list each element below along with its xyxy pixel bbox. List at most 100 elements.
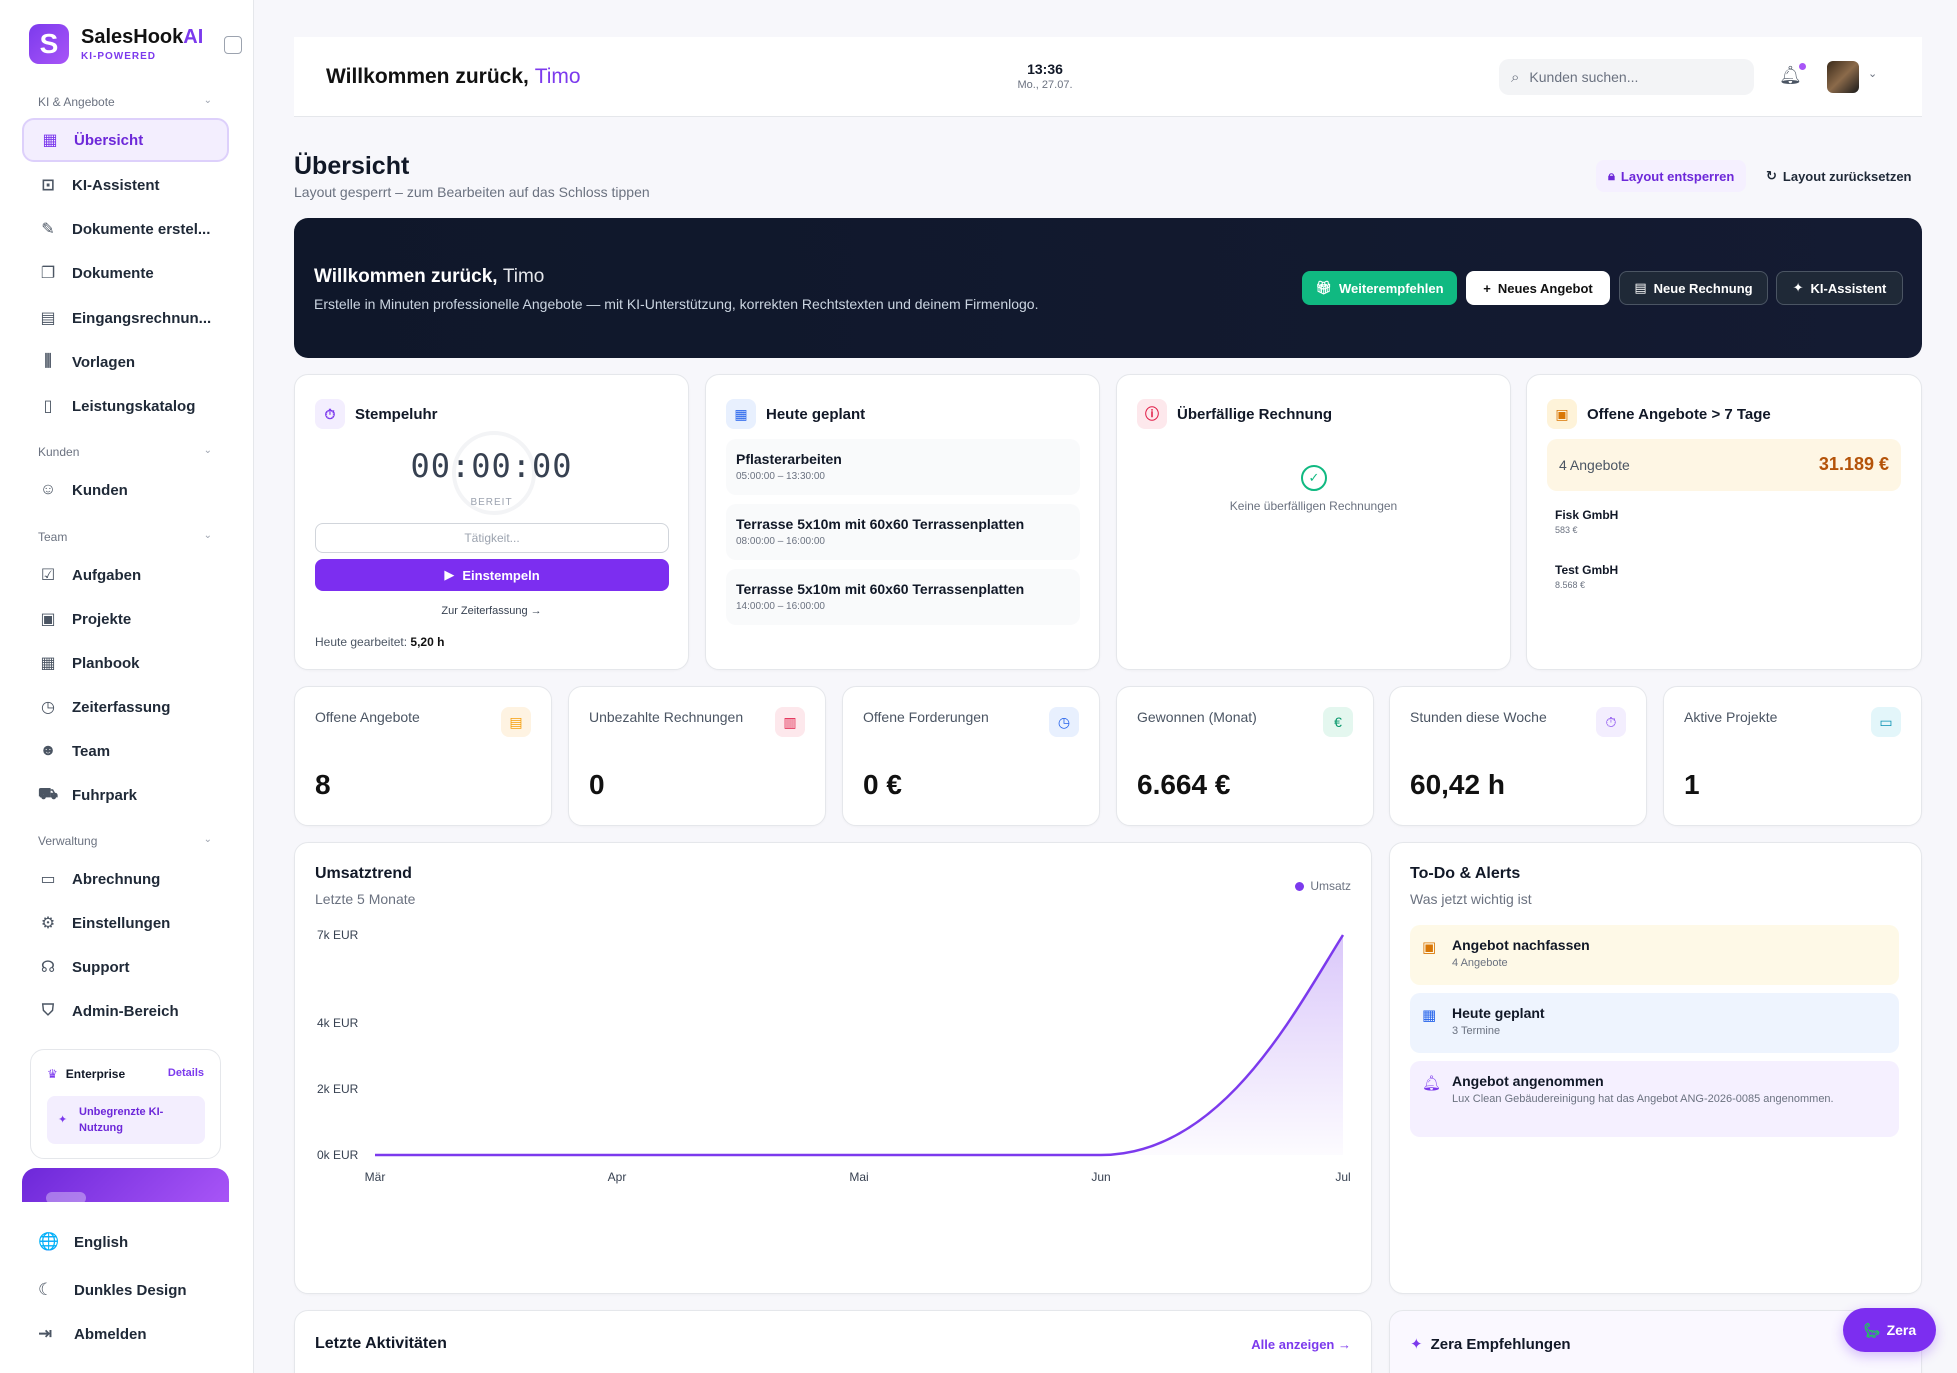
unlock-layout-button[interactable]: 🔒︎ Layout entsperren	[1596, 160, 1747, 192]
y-tick-label: 7k EUR	[317, 928, 359, 942]
schedule-item[interactable]: Terrasse 5x10m mit 60x60 Terrassenplatte…	[726, 569, 1080, 625]
customer-entry[interactable]: Fisk GmbH 583 €	[1555, 508, 1619, 535]
section-team[interactable]: Team ⌄	[38, 530, 212, 544]
language-toggle[interactable]: 🌐 English	[38, 1232, 129, 1251]
dino-icon: 🦕︎	[1862, 1321, 1881, 1338]
y-tick-label: 4k EUR	[317, 1016, 359, 1030]
dark-mode-toggle[interactable]: ☾ Dunkles Design	[38, 1280, 187, 1299]
ai-assistant-button[interactable]: ✦ KI-Assistent	[1776, 271, 1903, 305]
chart-subtitle: Letzte 5 Monate	[315, 891, 416, 907]
chevron-down-icon: ⌄	[203, 95, 212, 106]
briefcase-icon: ▣	[1547, 399, 1577, 429]
alert-today-planned[interactable]: ▦ Heute geplant 3 Termine	[1410, 993, 1899, 1053]
stat-card-open-receivables[interactable]: Offene Forderungen ◷ 0 €	[842, 686, 1100, 826]
stat-card-active-projects[interactable]: Aktive Projekte ▭ 1	[1663, 686, 1922, 826]
sidebar-item-dokumente-erstellen[interactable]: ✎ Dokumente erstel...	[22, 207, 229, 251]
chevron-down-icon[interactable]: ⌄	[1868, 68, 1878, 80]
sidebar-item-team[interactable]: ☻ Team	[39, 742, 111, 760]
clock-in-button[interactable]: ▶ Einstempeln	[315, 559, 669, 591]
y-tick-label: 0k EUR	[317, 1148, 359, 1162]
x-tick-label: Mär	[365, 1170, 386, 1184]
time-tracking-link[interactable]: Zur Zeiterfassung →	[441, 605, 542, 617]
todo-alerts-card: To-Do & Alerts Was jetzt wichtig ist ▣ An…	[1389, 842, 1922, 1294]
alert-follow-up[interactable]: ▣ Angebot nachfassen 4 Angebote	[1410, 925, 1899, 985]
logout-icon: ⇥	[38, 1324, 53, 1343]
sidebar-item-abrechnung[interactable]: ▭ Abrechnung	[22, 857, 229, 901]
sparkle-icon: ✦	[1410, 1336, 1423, 1353]
series-area-umsatz	[375, 935, 1343, 1155]
sidebar-item-eingangsrechnungen[interactable]: ▤ Eingangsrechnun...	[22, 296, 229, 340]
page-title: Übersicht	[294, 152, 410, 180]
sidebar-item-aufgaben[interactable]: ☑ Aufgaben	[22, 553, 229, 597]
stat-card-unpaid-invoices[interactable]: Unbezahlte Rechnungen ▥ 0	[568, 686, 826, 826]
customer-search[interactable]: ⌕ Kunden suchen...	[1499, 59, 1754, 95]
globe-icon: 🌐	[38, 1232, 60, 1251]
sparkle-icon: ✦	[58, 1114, 68, 1126]
shield-icon: ⛉	[41, 1002, 54, 1019]
calendar-icon: ▦	[1422, 1007, 1437, 1024]
user-avatar[interactable]	[1827, 61, 1859, 93]
revenue-chart: 0k EUR 2k EUR 4k EUR 7k EUR Mär Apr Mai Jun Jul	[317, 928, 1351, 1184]
section-ki-angebote[interactable]: KI & Angebote ⌄	[38, 95, 212, 109]
car-icon: ⛟	[37, 786, 59, 803]
chart-title: Umsatztrend	[315, 865, 412, 882]
clipboard-icon: ▥	[775, 707, 805, 737]
reset-layout-button[interactable]: ↻ Layout zurücksetzen	[1766, 168, 1912, 184]
refer-button[interactable]: 🎁︎ Weiterempfehlen	[1302, 271, 1457, 305]
robot-icon: ⊡	[41, 177, 55, 194]
schedule-item[interactable]: Pflasterarbeiten 05:00:00 – 13:30:00	[726, 439, 1080, 495]
sidebar-item-admin[interactable]: ⛉ Admin-Bereich	[22, 989, 229, 1033]
sidebar-item-kunden[interactable]: ☺ Kunden	[39, 481, 128, 499]
zera-chat-button[interactable]: 🦕︎ Zera	[1843, 1308, 1936, 1352]
customer-entry[interactable]: Test GmbH 8.568 €	[1555, 563, 1619, 590]
sidebar-item-projekte[interactable]: ▣ Projekte	[22, 597, 229, 641]
plan-name: Enterprise	[65, 1067, 126, 1081]
gear-icon: ⚙	[40, 915, 56, 932]
hero-subtitle: Erstelle in Minuten professionelle Angeb…	[314, 296, 1039, 312]
logout-button[interactable]: ⇥ Abmelden	[38, 1324, 147, 1343]
notification-bell-icon[interactable]: 🔔︎	[1779, 63, 1806, 86]
sidebar-item-ki-assistent[interactable]: ⊡ KI-Assistent	[22, 163, 229, 207]
document-icon: ▤	[501, 707, 531, 737]
header-greeting: Willkommen zurück, Timo	[326, 65, 581, 88]
overdue-invoices-card: ⓘ Überfällige Rechnung ✓ Keine überfällig…	[1116, 374, 1511, 670]
todo-subtitle: Was jetzt wichtig ist	[1410, 891, 1532, 907]
sidebar-item-einstellungen[interactable]: ⚙ Einstellungen	[22, 901, 229, 945]
sidebar-collapse-icon[interactable]	[224, 36, 242, 54]
new-offer-button[interactable]: + Neues Angebot	[1466, 271, 1610, 305]
plan-card: ♛ Enterprise Details ✦ Unbegrenzte KI-Nutz…	[30, 1049, 221, 1159]
search-input[interactable]: Kunden suchen...	[1529, 69, 1639, 85]
stat-card-won-month[interactable]: Gewonnen (Monat) € 6.664 €	[1116, 686, 1374, 826]
plan-details-link[interactable]: Details	[167, 1067, 204, 1079]
sidebar-item-vorlagen[interactable]: ⫼ Vorlagen	[22, 340, 229, 384]
section-kunden[interactable]: Kunden ⌄	[38, 445, 212, 459]
sparkle-icon: ✦	[1792, 280, 1804, 295]
schedule-item[interactable]: Terrasse 5x10m mit 60x60 Terrassenplatte…	[726, 504, 1080, 560]
sidebar-item-uebersicht[interactable]: ▦ Übersicht	[22, 118, 229, 162]
activity-input[interactable]: Tätigkeit...	[315, 523, 669, 553]
sidebar-item-dokumente[interactable]: ❐ Dokumente	[22, 251, 229, 295]
new-invoice-button[interactable]: ▤ Neue Rechnung	[1619, 271, 1768, 305]
checkbox-icon: ☑	[40, 567, 56, 584]
notification-dot	[1798, 63, 1806, 70]
alert-offer-accepted[interactable]: 🔔︎ Angebot angenommen Lux Clean Gebäuderei…	[1410, 1061, 1899, 1137]
show-all-link[interactable]: Alle anzeigen →	[1251, 1337, 1351, 1352]
header-clock: 13:36 Mo., 27.07.	[1017, 61, 1073, 91]
stat-card-hours-week[interactable]: Stunden diese Woche ⏱︎ 60,42 h	[1389, 686, 1647, 826]
logo-mark-icon: S	[29, 24, 69, 64]
stat-card-open-offers[interactable]: Offene Angebote ▤ 8	[294, 686, 552, 826]
sidebar-item-zeiterfassung[interactable]: ◷ Zeiterfassung	[22, 685, 229, 729]
section-verwaltung[interactable]: Verwaltung ⌄	[38, 834, 212, 848]
revenue-trend-card: 0k EUR 2k EUR 4k EUR 7k EUR Mär Apr Mai Jun Jul …	[294, 842, 1372, 1294]
sidebar-item-planbook[interactable]: ▦ Planbook	[22, 641, 229, 685]
sidebar-item-support[interactable]: ☊ Support	[22, 945, 229, 989]
moon-icon: ☾	[38, 1280, 54, 1299]
sidebar-item-fuhrpark[interactable]: ⛟ Fuhrpark	[37, 786, 138, 804]
promo-banner[interactable]	[22, 1168, 229, 1204]
sidebar-item-leistungskatalog[interactable]: ▯ Leistungskatalog	[22, 384, 229, 428]
calendar-icon: ▦	[40, 655, 56, 672]
app-logo[interactable]: S SalesHookAI KI-POWERED	[29, 24, 203, 64]
stale-offers-summary[interactable]: 4 Angebote 31.189 €	[1547, 439, 1901, 491]
folder-icon: ▭	[1871, 707, 1901, 737]
reset-icon: ↻	[1766, 168, 1777, 183]
